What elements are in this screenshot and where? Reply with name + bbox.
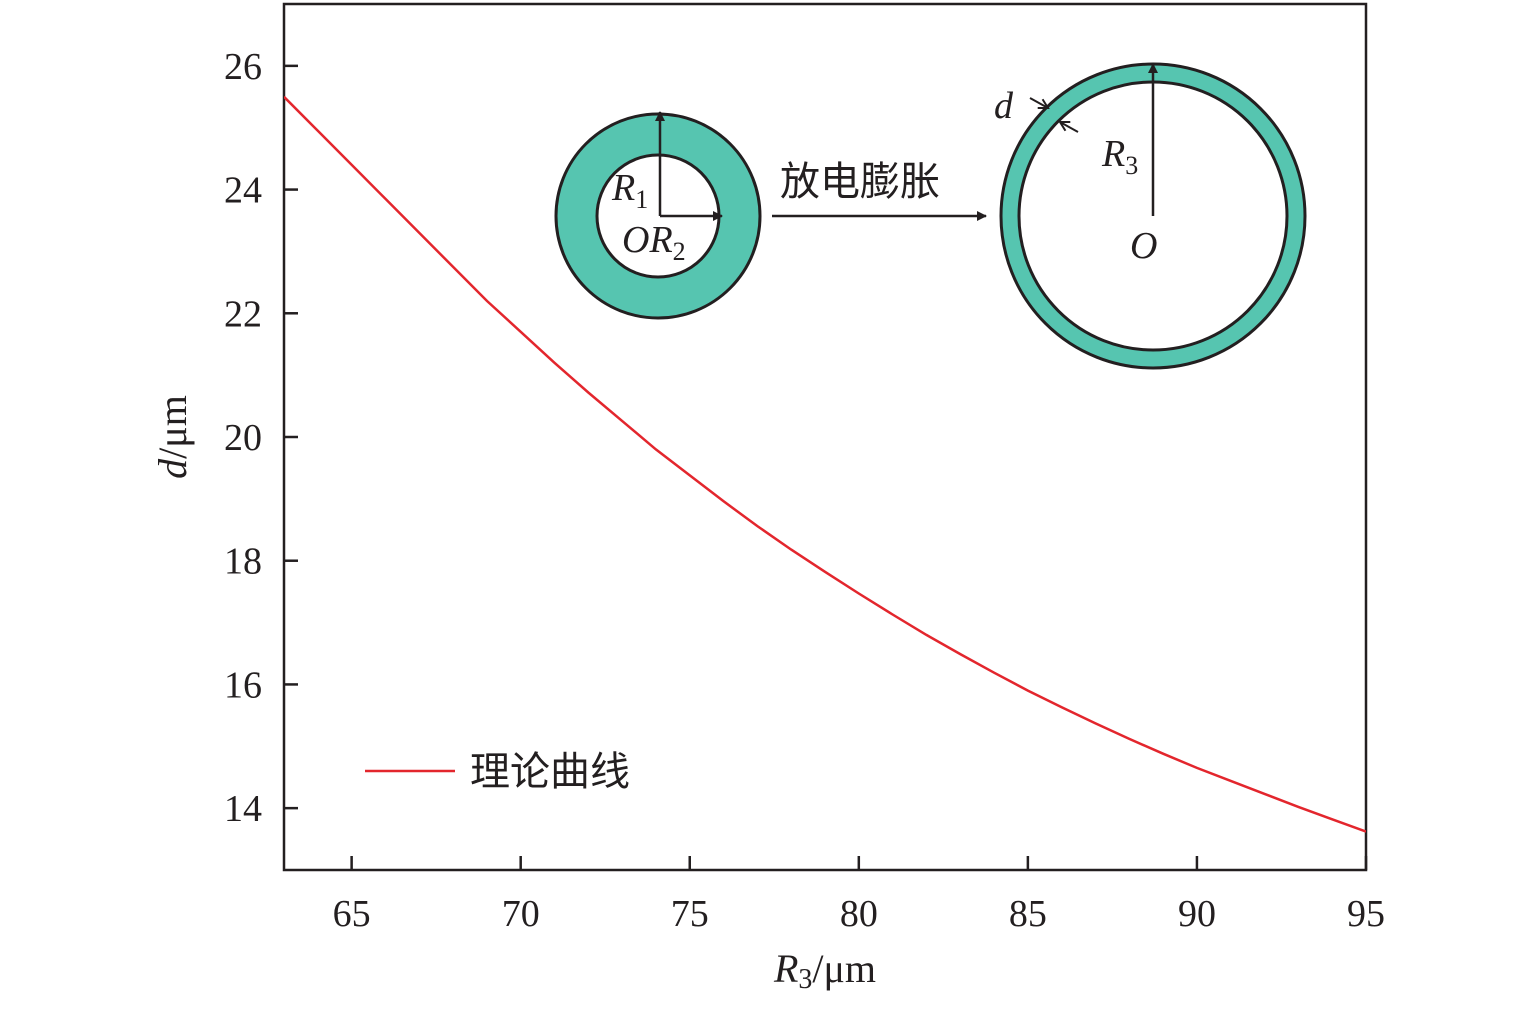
thickness-arrow-inner <box>1060 122 1079 133</box>
legend-label: 理论曲线 <box>470 749 630 795</box>
y-tick-label: 16 <box>224 664 262 706</box>
y-axis: 14 16 18 20 22 24 26 <box>224 46 298 830</box>
x-tick-label: 70 <box>502 893 540 935</box>
y-tick-label: 26 <box>224 46 262 88</box>
x-tick-label: 90 <box>1178 893 1216 935</box>
r3-label: R3 <box>1101 133 1138 180</box>
legend: 理论曲线 <box>365 749 630 795</box>
origin-label: O <box>1130 225 1157 267</box>
series-line-theoretical <box>284 95 1366 833</box>
x-tick-label: 75 <box>671 893 709 935</box>
y-tick-label: 24 <box>224 170 262 212</box>
x-tick-label: 85 <box>1009 893 1047 935</box>
y-tick-label: 22 <box>224 293 262 335</box>
x-tick-label: 65 <box>333 893 371 935</box>
thickness-arrow-outer <box>1029 97 1048 108</box>
process-arrow: 放电膨胀 <box>772 159 987 221</box>
inset-after-ring: d R3 O <box>994 62 1307 370</box>
x-axis: 65 70 75 80 85 90 95 <box>333 856 1385 935</box>
r1-label: R1 <box>611 167 648 214</box>
y-tick-label: 14 <box>224 788 262 830</box>
thickness-label: d <box>994 85 1014 127</box>
x-tick-label: 95 <box>1347 893 1385 935</box>
y-tick-label: 20 <box>224 417 262 459</box>
x-tick-label: 80 <box>840 893 878 935</box>
r2-label: OR2 <box>622 219 686 266</box>
y-axis-title: d/μm <box>150 395 195 479</box>
inset-before-ring: R1 OR2 <box>554 111 762 320</box>
process-label: 放电膨胀 <box>780 159 940 205</box>
y-tick-label: 18 <box>224 541 262 583</box>
x-axis-title: R3/μm <box>773 946 876 995</box>
